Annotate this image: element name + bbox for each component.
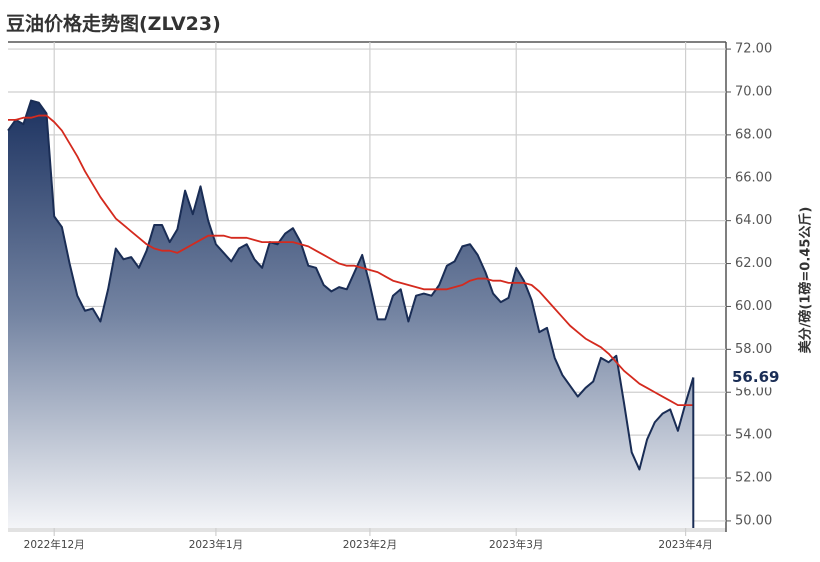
x-tick-label: 2022年12月: [24, 538, 85, 551]
y-tick-label: 62.00: [735, 256, 772, 271]
area-fill: [8, 100, 694, 528]
y-tick-label: 66.00: [735, 170, 772, 185]
y-tick-label: 52.00: [735, 471, 772, 486]
chart-title: 豆油价格走势图(ZLV23): [6, 12, 221, 35]
x-tick-label: 2023年2月: [343, 538, 397, 551]
y-tick-label: 70.00: [735, 84, 772, 99]
x-tick-label: 2023年1月: [189, 538, 243, 551]
x-axis-band: [8, 528, 726, 532]
y-tick-label: 72.00: [735, 42, 772, 57]
last-value-label: 56.69: [732, 368, 779, 386]
y-axis-title: 美分/磅(1磅=0.45公斤): [798, 207, 814, 354]
last-value-bg: [730, 367, 788, 388]
y-tick-label: 64.00: [735, 213, 772, 228]
x-tick-label: 2023年3月: [489, 538, 543, 551]
y-tick-label: 58.00: [735, 342, 772, 357]
y-tick-label: 60.00: [735, 299, 772, 314]
price-line: [7, 99, 695, 471]
y-tick-label: 68.00: [735, 127, 772, 142]
moving-average-line: [8, 114, 694, 407]
y-tick-label: 56.00: [735, 385, 772, 400]
x-tick-label: 2023年4月: [658, 538, 712, 551]
y-tick-label: 54.00: [735, 428, 772, 443]
y-tick-label: 50.00: [735, 513, 772, 528]
